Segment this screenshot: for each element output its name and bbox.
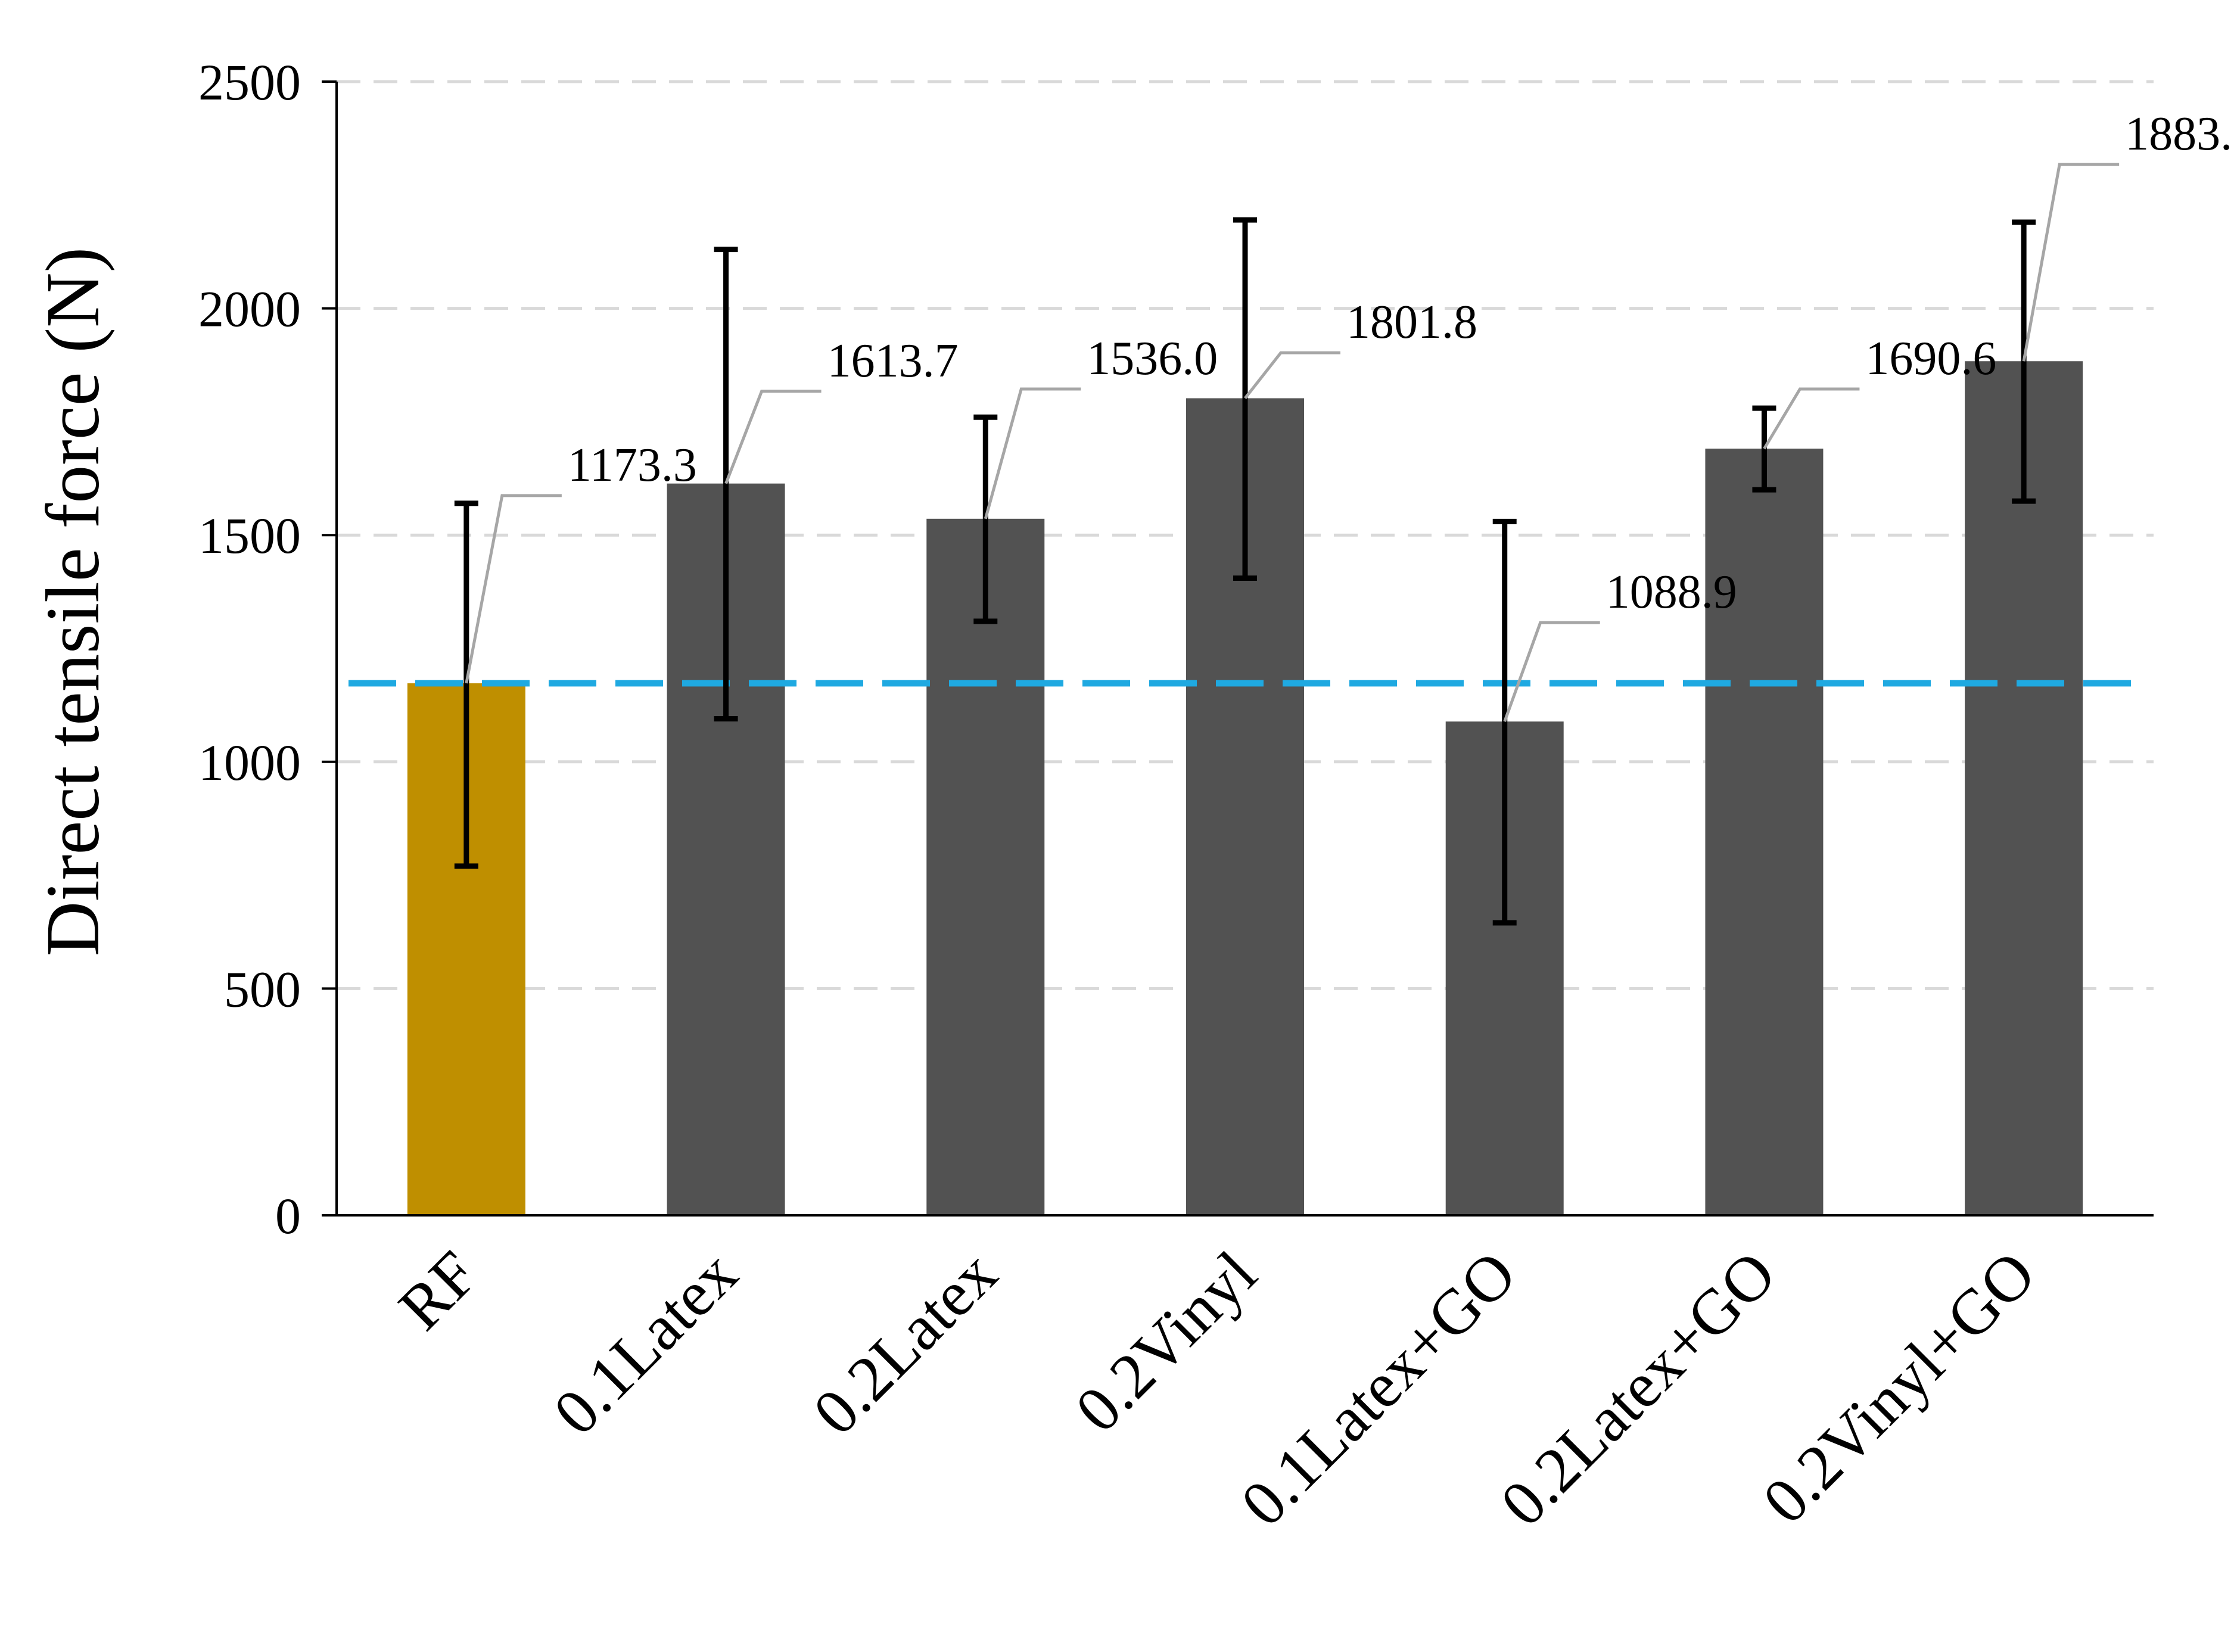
y-tick-label: 500 [224, 960, 301, 1018]
leader-line [2022, 163, 2120, 362]
error-bars [454, 217, 2036, 926]
leader-line [1244, 351, 1340, 400]
x-category-label: 0.2Vinyl+GO [1750, 1238, 2049, 1537]
x-category-label: 0.1Latex+GO [1228, 1238, 1530, 1540]
leader-line [465, 494, 562, 684]
bar [1705, 449, 1824, 1216]
x-category-label: 0.2Latex+GO [1488, 1238, 1790, 1540]
x-category-label: 0.1Latex [540, 1238, 751, 1448]
x-category-label: RF [385, 1238, 491, 1344]
leader-line [724, 390, 822, 484]
bar [926, 518, 1045, 1215]
data-label: 1088.9 [1606, 566, 1737, 618]
y-tick-label: 2000 [198, 281, 301, 338]
y-tick-label: 1000 [198, 734, 301, 791]
data-label: 1173.3 [568, 439, 697, 491]
label-leaders [465, 163, 2120, 722]
leader-line [984, 387, 1081, 519]
y-tick-label: 1500 [198, 507, 301, 564]
data-label: 1883.5 [2125, 108, 2234, 160]
data-label: 1690.6 [1865, 332, 1996, 385]
leader-line [1503, 621, 1600, 722]
data-label: 1613.7 [827, 335, 959, 387]
y-tick-label: 0 [275, 1187, 301, 1245]
data-label: 1536.0 [1087, 332, 1218, 385]
axes [322, 80, 2154, 1217]
y-tick-label: 2500 [198, 54, 301, 111]
y-axis-title: Direct tensile force (N) [30, 247, 115, 957]
data-label: 1801.8 [1346, 296, 1477, 349]
leader-line [1763, 387, 1860, 450]
x-category-label: 0.2Vinyl [1062, 1238, 1270, 1446]
x-category-label: 0.2Latex [800, 1238, 1010, 1448]
